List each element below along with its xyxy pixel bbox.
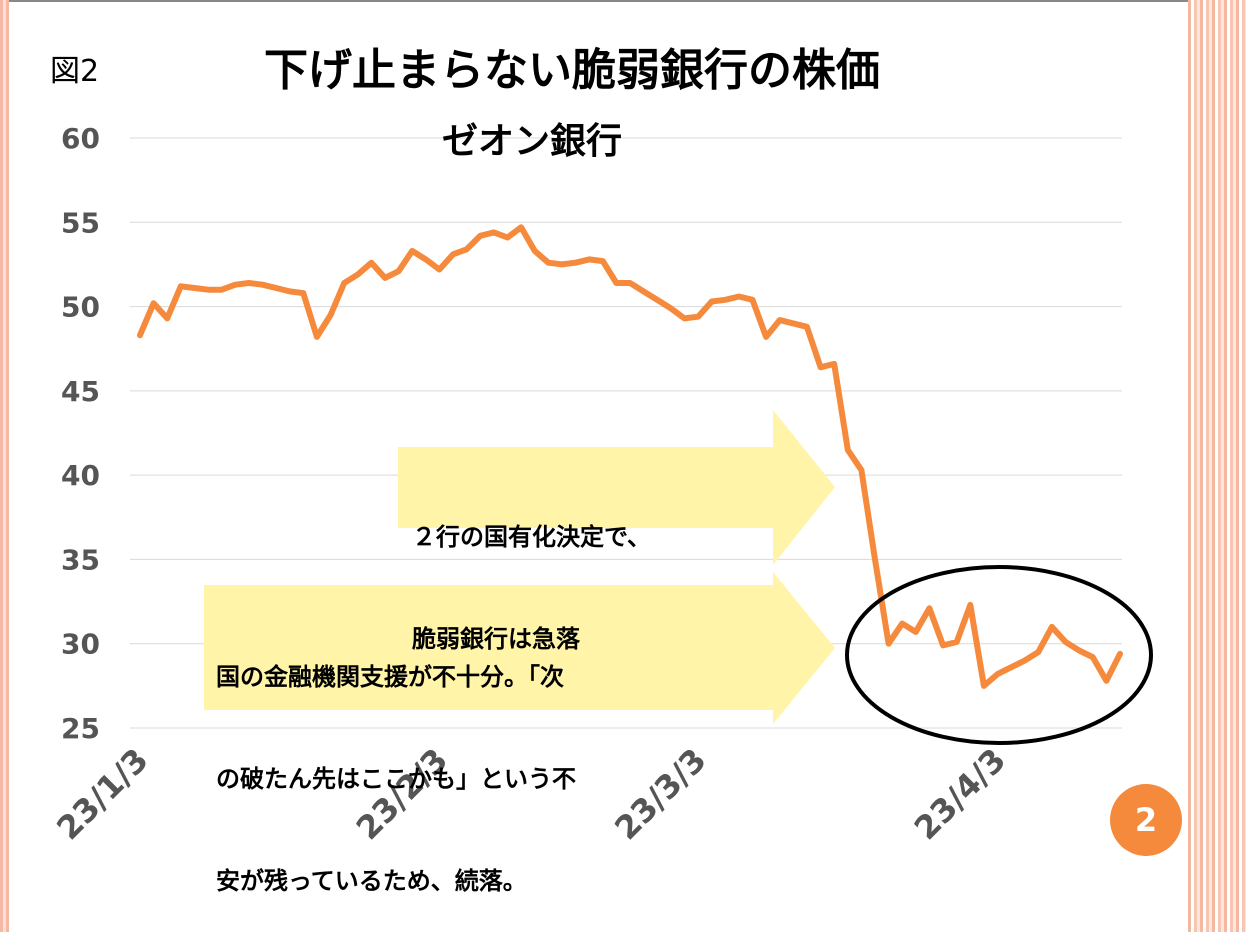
highlight-ellipse xyxy=(845,565,1153,745)
callout-shapes xyxy=(204,410,835,724)
right-decorative-stripes xyxy=(1188,0,1246,932)
x-tick-label: 23/3/3 xyxy=(607,741,713,847)
callout-line: 脆弱銀行は急落 xyxy=(412,625,580,653)
figure-label: 図2 xyxy=(50,54,100,89)
callout-line: の破たん先はここかも」という不 xyxy=(216,765,576,793)
top-border xyxy=(0,0,1246,2)
y-tick-label: 55 xyxy=(61,206,100,239)
callout-text-support: 国の金融機関支援が不十分。「次 の破たん先はここかも」という不 安が残っているた… xyxy=(216,592,576,932)
callout-arrow-support xyxy=(204,572,835,724)
x-tick-label: 23/1/3 xyxy=(49,741,155,847)
x-tick-label: 23/4/3 xyxy=(907,741,1013,847)
stock-price-line xyxy=(137,224,1123,689)
y-tick-label: 60 xyxy=(61,122,100,155)
y-tick-label: 35 xyxy=(61,543,100,576)
callout-line: 国の金融機関支援が不十分。「次 xyxy=(216,663,564,691)
callout-line: 安が残っているため、続落。 xyxy=(216,867,527,895)
y-tick-label: 30 xyxy=(61,628,100,661)
left-border xyxy=(0,0,9,932)
y-axis-ticks: 25 30 35 40 45 50 55 60 xyxy=(61,122,100,745)
page-number-badge: 2 xyxy=(1110,784,1182,856)
y-tick-label: 50 xyxy=(61,291,100,324)
chart-subtitle: ゼオン銀行 xyxy=(442,121,623,162)
y-tick-label: 40 xyxy=(61,459,100,492)
y-tick-label: 25 xyxy=(61,712,100,745)
callout-arrow-nationalization xyxy=(398,410,835,565)
callout-line: ２行の国有化決定で、 xyxy=(412,523,652,551)
callout-text-nationalization: ２行の国有化決定で、 脆弱銀行は急落 xyxy=(412,452,651,690)
chart-title: 下げ止まらない脆弱銀行の株価 xyxy=(264,45,880,96)
y-tick-label: 45 xyxy=(61,375,100,408)
